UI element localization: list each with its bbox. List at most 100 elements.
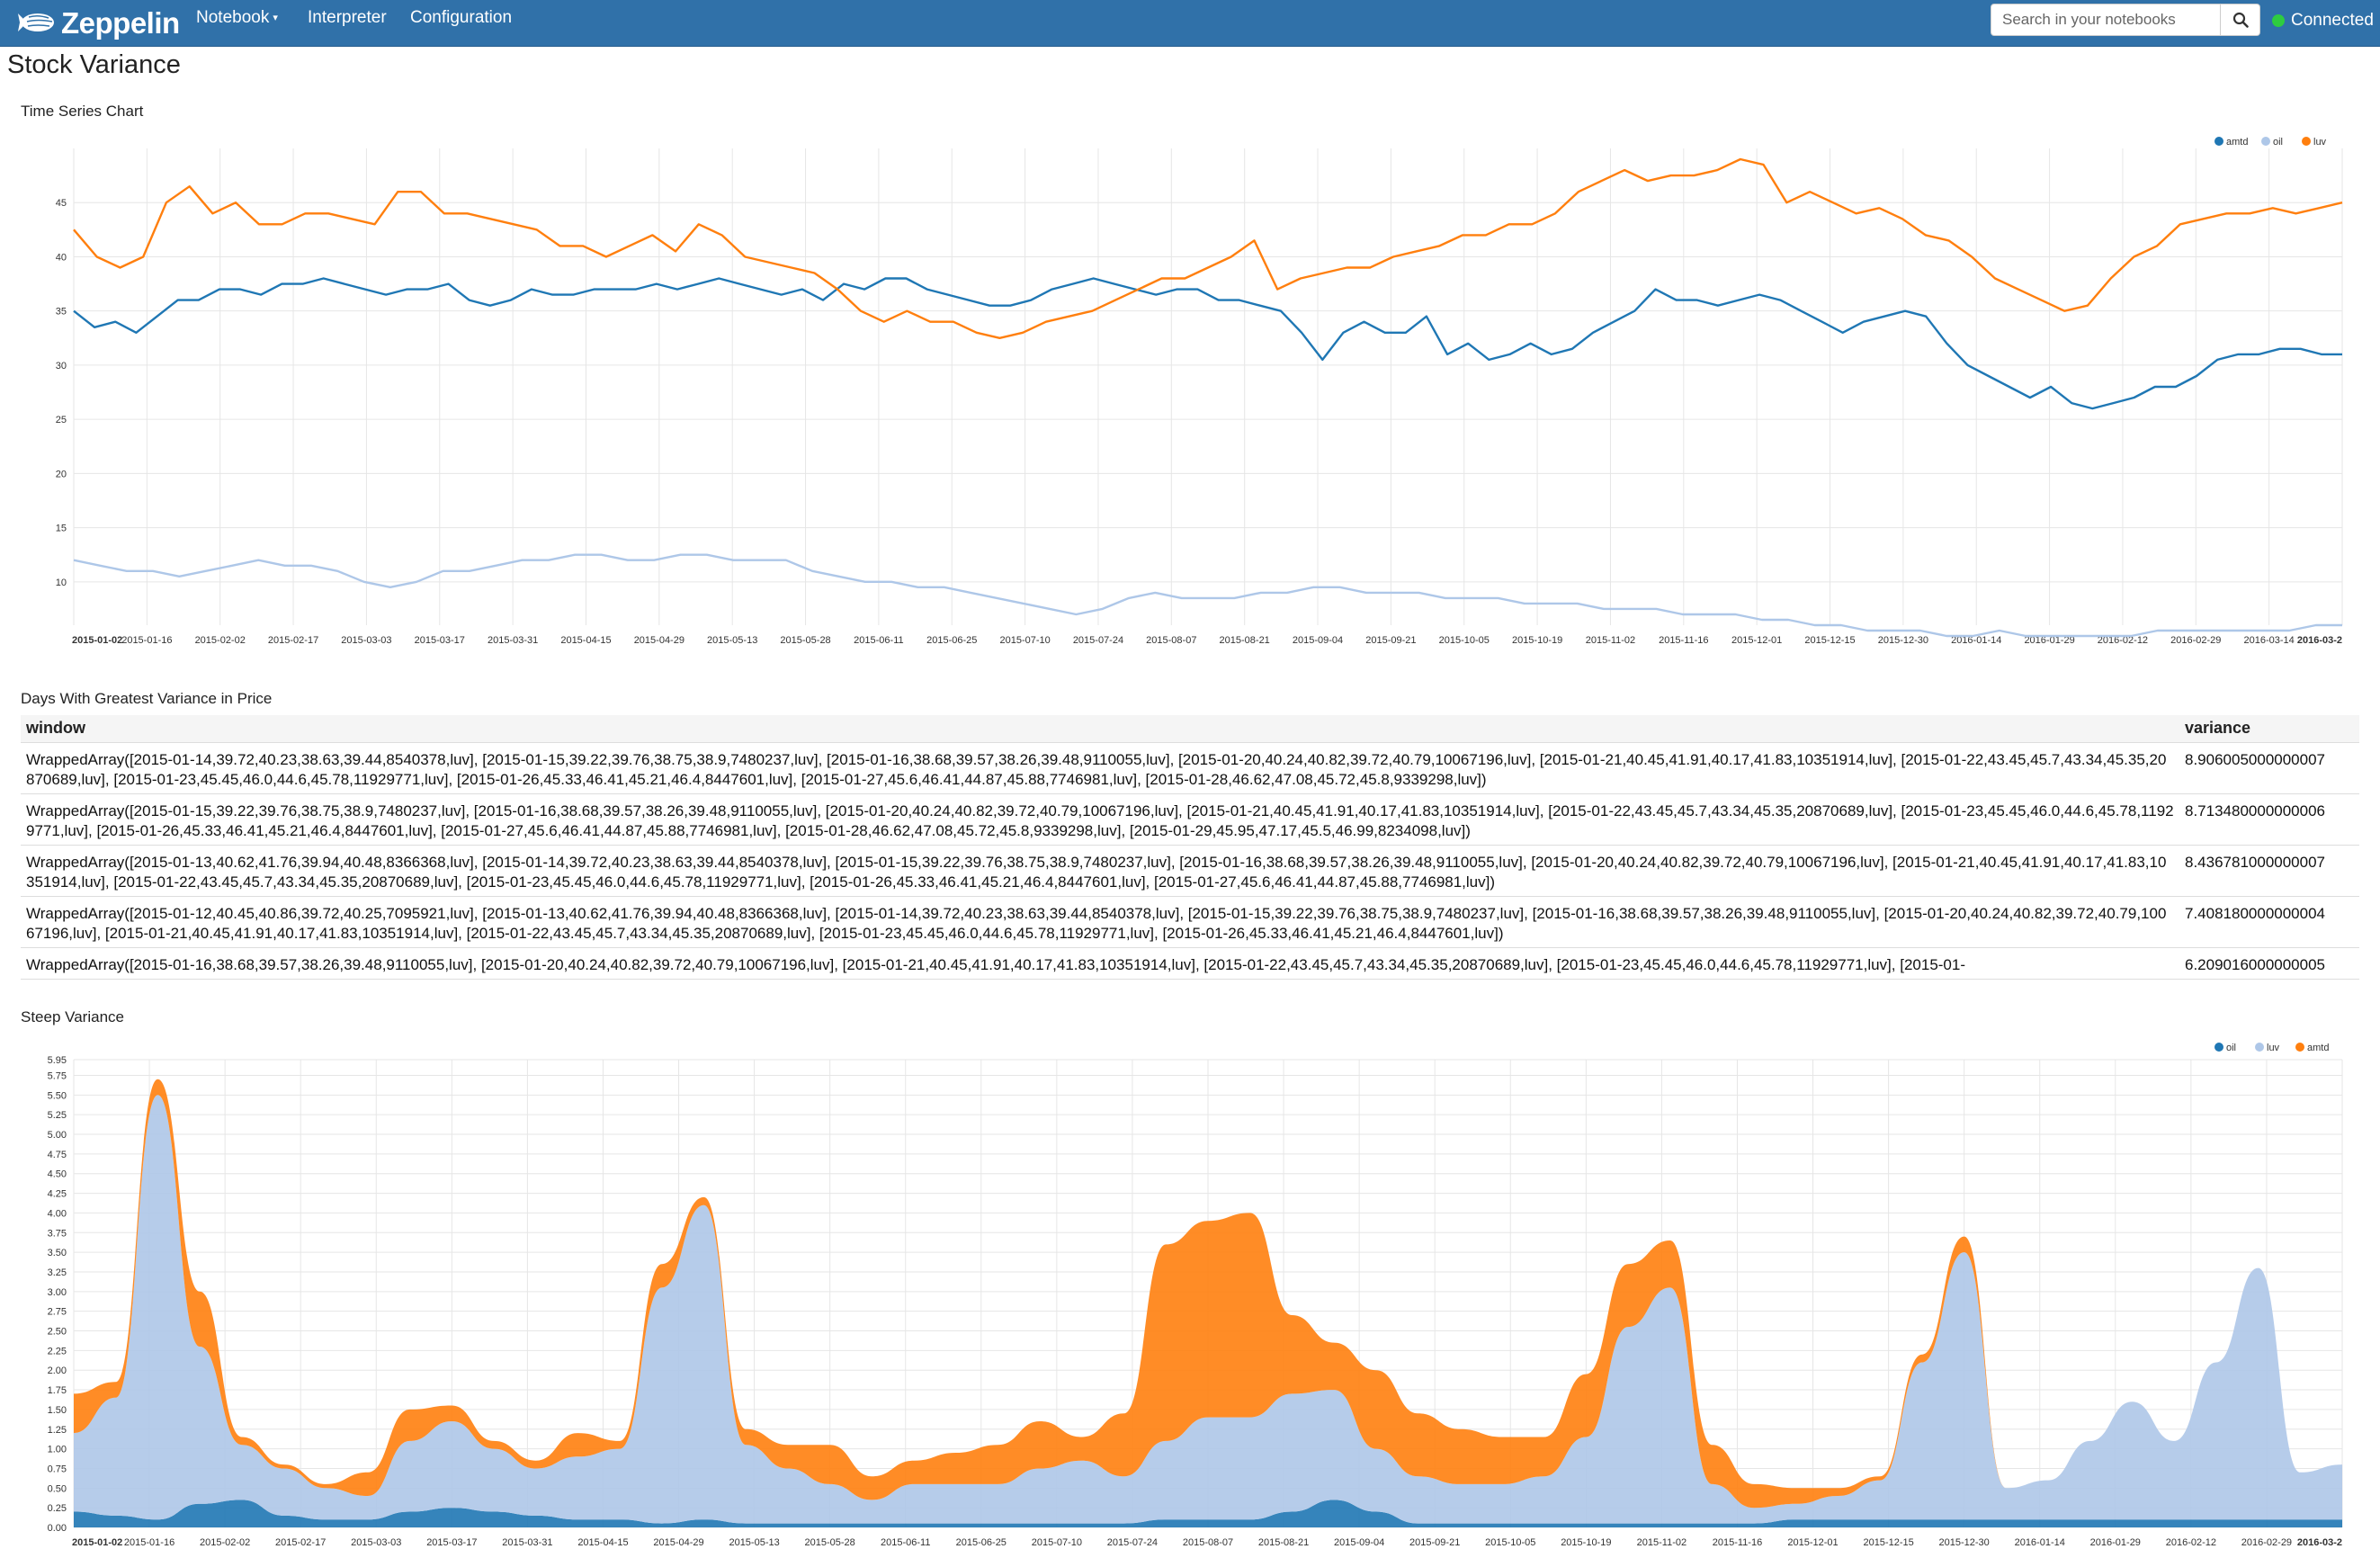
cell-window: WrappedArray([2015-01-15,39.22,39.76,38.… [21,793,2179,846]
legend-item-luv[interactable]: luv [2302,137,2327,148]
y-tick-label: 0.75 [48,1464,67,1474]
paragraph-title-variance-table[interactable]: Days With Greatest Variance in Price [21,690,273,707]
y-tick-label: 1.50 [48,1405,67,1416]
brand-name: Zeppelin [61,6,180,40]
legend-label: amtd [2226,137,2248,148]
x-tick-label: 2016-02-12 [2166,1537,2216,1548]
x-tick-label: 2015-11-02 [1637,1537,1687,1548]
nav-interpreter[interactable]: Interpreter [308,8,387,27]
y-tick-label: 4.50 [48,1169,67,1180]
x-tick-label: 2015-03-03 [351,1537,401,1548]
legend-item-oil[interactable]: oil [2214,1043,2236,1053]
y-tick-label: 1.25 [48,1425,67,1436]
legend-swatch [2214,1043,2223,1052]
y-tick-label: 10 [56,578,67,588]
cell-variance: 8.436781000000007 [2179,845,2359,897]
connection-status: Connected [2272,0,2374,41]
legend-item-luv[interactable]: luv [2255,1043,2280,1053]
y-tick-label: 4.00 [48,1208,67,1219]
y-tick-label: 1.75 [48,1385,67,1396]
table-row: WrappedArray([2015-01-12,40.45,40.86,39.… [21,896,2359,948]
x-tick-label: 2015-02-17 [275,1537,326,1548]
y-tick-label: 5.25 [48,1110,67,1121]
y-tick-label: 4.75 [48,1150,67,1160]
y-tick-label: 1.00 [48,1445,67,1455]
legend-swatch [2255,1043,2264,1052]
legend-item-amtd[interactable]: amtd [2214,137,2248,148]
x-tick-label: 2015-04-29 [653,1537,703,1548]
x-tick-label: 2015-12-01 [1731,635,1782,646]
legend-label: luv [2267,1043,2280,1053]
search-button[interactable] [2221,4,2260,36]
x-tick-label: 2015-11-16 [1659,635,1708,646]
status-label: Connected [2291,11,2374,30]
column-header-window[interactable]: window [21,715,2179,743]
x-tick-label: 2016-03-14 [2244,635,2295,646]
search-input[interactable] [1991,4,2221,36]
x-tick-label: 2015-01-16 [124,1537,174,1548]
x-tick-label: 2016-02-29 [2170,635,2221,646]
status-dot-icon [2272,14,2285,27]
column-header-variance[interactable]: variance [2179,715,2359,743]
y-tick-label: 0.25 [48,1503,67,1514]
x-tick-label: 2015-12-30 [1939,1537,1990,1548]
x-tick-label: 2015-05-28 [780,635,830,646]
x-tick-label: 2015-09-21 [1365,635,1416,646]
x-tick-label: 2016-01-29 [2024,635,2074,646]
x-tick-label: 2015-01-02 [72,1537,122,1548]
x-tick-label: 2015-10-19 [1561,1537,1611,1548]
series-area-amtd [74,1079,2342,1509]
y-tick-label: 30 [56,361,67,372]
x-tick-label: 2015-06-11 [881,1537,930,1548]
x-tick-label: 2016-01-29 [2090,1537,2141,1548]
cell-window: WrappedArray([2015-01-13,40.62,41.76,39.… [21,845,2179,897]
x-tick-label: 2015-01-16 [121,635,172,646]
y-tick-label: 3.50 [48,1248,67,1258]
nav-notebook[interactable]: Notebook ▾ [196,0,278,47]
x-tick-label: 2015-08-07 [1183,1537,1233,1548]
x-tick-label: 2015-02-17 [268,635,318,646]
x-tick-label: 2015-11-16 [1713,1537,1762,1548]
y-tick-label: 20 [56,469,67,479]
x-tick-label: 2015-07-24 [1107,1537,1158,1548]
cell-variance: 8.713480000000006 [2179,793,2359,846]
paragraph-title-steep-variance[interactable]: Steep Variance [21,1008,124,1025]
x-tick-label: 2015-12-15 [1804,635,1855,646]
x-tick-label: 2015-02-02 [200,1537,250,1548]
nav-configuration[interactable]: Configuration [410,8,513,27]
cell-window: WrappedArray([2015-01-16,38.68,39.57,38.… [21,947,2179,980]
cell-window: WrappedArray([2015-01-12,40.45,40.86,39.… [21,896,2179,948]
navbar: Zeppelin Notebook ▾ Interpreter Configura… [0,0,2380,47]
y-tick-label: 4.25 [48,1189,67,1200]
legend-swatch [2302,137,2311,146]
x-tick-label: 2015-06-25 [926,635,977,646]
legend-swatch [2214,137,2223,146]
x-tick-label: 2015-08-21 [1220,635,1270,646]
y-tick-label: 0.50 [48,1483,67,1494]
series-line-amtd [73,277,2342,410]
brand[interactable]: Zeppelin [16,4,180,43]
paragraph-title-time-series[interactable]: Time Series Chart [21,103,144,120]
zeppelin-logo-icon [18,13,54,31]
x-tick-label: 2015-07-10 [999,635,1050,646]
cell-variance: 6.209016000000005 [2179,947,2359,980]
x-tick-label: 2016-01-14 [2015,1537,2065,1548]
x-tick-label: 2015-03-31 [488,635,538,646]
legend-label: oil [2273,137,2283,148]
legend-swatch [2261,137,2270,146]
x-tick-label: 2015-09-04 [1334,1537,1384,1548]
x-tick-label: 2015-03-03 [341,635,391,646]
variance-table-scroll[interactable]: window variance WrappedArray([2015-01-14… [21,715,2359,982]
y-tick-label: 3.00 [48,1287,67,1298]
x-tick-label: 2015-09-04 [1293,635,1343,646]
y-tick-label: 2.25 [48,1346,67,1357]
steep-variance-chart[interactable]: 0.00 0.25 0.50 0.75 1.00 1.25 1.50 1.75 2.00 2.25… [0,1031,2380,1558]
legend-item-oil[interactable]: oil [2261,137,2283,148]
legend-item-amtd[interactable]: amtd [2295,1043,2329,1053]
nav-notebook-label: Notebook [196,8,270,28]
cell-window: WrappedArray([2015-01-14,39.72,40.23,38.… [21,742,2179,794]
legend-label: luv [2313,137,2327,148]
x-tick-label: 2015-06-25 [956,1537,1007,1548]
note-title[interactable]: Stock Variance [7,50,181,79]
